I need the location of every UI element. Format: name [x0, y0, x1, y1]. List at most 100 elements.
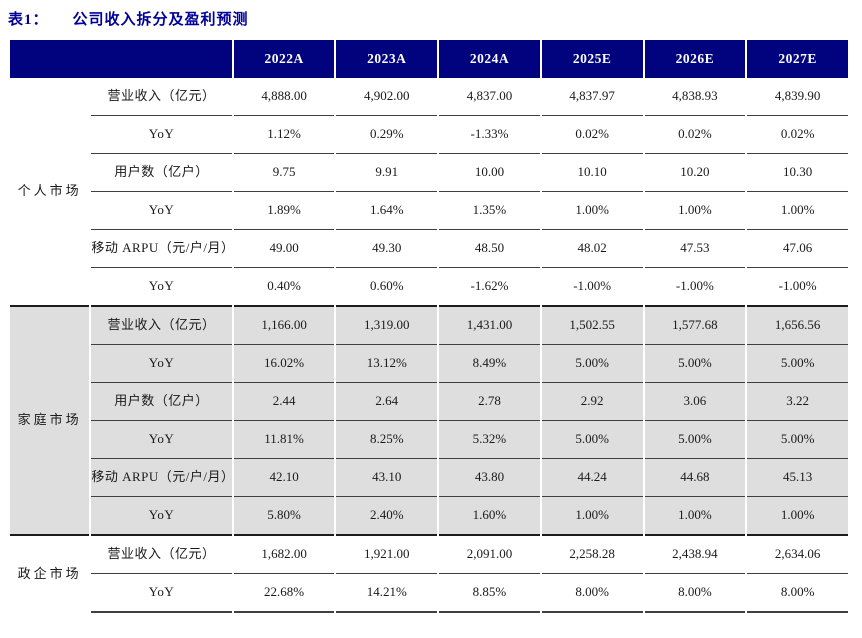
cell-value: 2.40% — [336, 496, 438, 534]
section-label-household: 家庭市场 — [10, 305, 90, 534]
metric-label: 用户数（亿户） — [91, 382, 232, 420]
cell-value: 0.40% — [233, 267, 335, 305]
cell-value: 48.50 — [439, 229, 540, 267]
cell-value: 48.02 — [541, 229, 643, 267]
cell-value: 4,838.93 — [672, 88, 718, 104]
cell-value: 1.60% — [439, 496, 540, 534]
cell-value: 1.35% — [439, 191, 540, 229]
cell-value: 1,682.00 — [233, 534, 335, 573]
cell-value: 22.68% — [233, 573, 335, 613]
cell-value: 11.81% — [233, 420, 335, 458]
cell-value: 1,166.00 — [233, 305, 335, 344]
cell-value: 1,319.00 — [336, 305, 438, 344]
metric-label: 用户数（亿户） — [91, 153, 232, 191]
cell-value: 1.89% — [233, 191, 335, 229]
table-title-text: 公司收入拆分及盈利预测 — [72, 12, 249, 28]
cell-value: 9.75 — [233, 153, 335, 191]
table-row: YoY 1.12% 0.29% -1.33% 0.02% 0.02% 0.02% — [10, 115, 848, 153]
cell-value: 3.22 — [747, 382, 848, 420]
cell-value: 44.24 — [541, 458, 643, 496]
revenue-forecast-table: 2022A 2023A 2024A 2025E 2026E 2027E 个人市场 营业收入（… — [8, 40, 850, 613]
cell-value: 8.00% — [747, 573, 848, 613]
cell-value: 8.00% — [644, 573, 746, 613]
cell-value: 16.02% — [233, 344, 335, 382]
cell-value: 42.10 — [233, 458, 335, 496]
cell-value: 5.80% — [233, 496, 335, 534]
cell-value: 1,502.55 — [541, 305, 643, 344]
cell-value: 0.02% — [541, 115, 643, 153]
metric-label: 移动 ARPU（元/户/月） — [91, 229, 234, 267]
table-header: 2022A 2023A 2024A 2025E 2026E 2027E — [10, 40, 848, 78]
table-row: YoY 22.68% 14.21% 8.85% 8.00% 8.00% 8.00% — [10, 573, 848, 613]
cell-value: 43.10 — [336, 458, 438, 496]
cell-value: 1.00% — [644, 496, 746, 534]
table-row: YoY 11.81% 8.25% 5.32% 5.00% 5.00% 5.00% — [10, 420, 848, 458]
cell-value: 10.20 — [644, 153, 746, 191]
table-row: YoY 16.02% 13.12% 8.49% 5.00% 5.00% 5.00% — [10, 344, 848, 382]
cell-value: 1.64% — [336, 191, 438, 229]
cell-value: 13.12% — [336, 344, 438, 382]
table-title-label: 表1： — [8, 12, 49, 28]
table-row: 用户数（亿户） 2.44 2.64 2.78 2.92 3.06 3.22 — [10, 382, 848, 420]
cell-value: 47.53 — [644, 229, 746, 267]
metric-label: YoY — [91, 344, 232, 382]
cell-value: 8.25% — [336, 420, 438, 458]
cell-value: 0.02% — [747, 115, 848, 153]
metric-label: YoY — [91, 420, 232, 458]
cell-value: 49.00 — [233, 229, 335, 267]
cell-value: 1,431.00 — [439, 305, 540, 344]
cell-value: 5.00% — [541, 344, 643, 382]
cell-value: 1.00% — [541, 191, 643, 229]
cell-value: 5.00% — [644, 344, 746, 382]
cell-value: 1.00% — [541, 496, 643, 534]
cell-value: 10.00 — [439, 153, 540, 191]
cell-value: 4,888.00 — [261, 88, 307, 104]
column-header-2026E: 2026E — [644, 40, 746, 78]
cell-value: 14.21% — [336, 573, 438, 613]
header-row: 2022A 2023A 2024A 2025E 2026E 2027E — [10, 40, 848, 78]
cell-value: -1.33% — [439, 115, 540, 153]
cell-value: 4,839.90 — [774, 88, 821, 104]
cell-value: 45.13 — [747, 458, 848, 496]
metric-label: YoY — [91, 115, 232, 153]
cell-value: 2.78 — [439, 382, 540, 420]
table-row: 移动 ARPU（元/户/月） 42.10 43.10 43.80 44.24 44.68 4… — [10, 458, 848, 496]
cell-value: 1,921.00 — [336, 534, 438, 573]
cell-value: 1.00% — [747, 191, 848, 229]
cell-value: 5.32% — [439, 420, 540, 458]
cell-value: 2,258.28 — [541, 534, 643, 573]
cell-value: 2,634.06 — [747, 534, 848, 573]
cell-value: 5.00% — [541, 420, 643, 458]
table-title: 表1： 公司收入拆分及盈利预测 — [8, 8, 854, 29]
cell-value: 0.60% — [336, 267, 438, 305]
cell-value: 4,837.97 — [569, 88, 615, 104]
table-body: 个人市场 营业收入（亿元） 4,888.00 4,902.00 4,837.00 4,83… — [10, 78, 848, 613]
table-row: 移动 ARPU（元/户/月） 49.00 49.30 48.50 48.02 47.53 4… — [10, 229, 848, 267]
cell-value: 2,091.00 — [439, 534, 540, 573]
metric-label: YoY — [91, 267, 232, 305]
cell-value: 2.64 — [336, 382, 438, 420]
cell-value: 8.85% — [439, 573, 540, 613]
metric-label: YoY — [91, 573, 232, 613]
column-header-2025E: 2025E — [541, 40, 643, 78]
cell-value: 5.00% — [644, 420, 746, 458]
cell-value: -1.00% — [541, 267, 643, 305]
table-row: 政企市场 营业收入（亿元） 1,682.00 1,921.00 2,091.00 2,25… — [10, 534, 848, 581]
cell-value: 2.92 — [541, 382, 643, 420]
metric-label: 营业收入（亿元） — [91, 305, 232, 344]
column-header-2024A: 2024A — [439, 40, 540, 78]
cell-value: 1,577.68 — [644, 305, 746, 344]
cell-value: -1.62% — [439, 267, 540, 305]
cell-value: -1.00% — [747, 267, 848, 305]
cell-value: 1.00% — [644, 191, 746, 229]
cell-value: 8.49% — [439, 344, 540, 382]
cell-value: 8.00% — [541, 573, 643, 613]
column-header-2022A: 2022A — [233, 40, 335, 78]
cell-value: -1.00% — [644, 267, 746, 305]
metric-label: 营业收入（亿元） — [91, 534, 232, 573]
cell-value: 2.44 — [233, 382, 335, 420]
cell-value: 44.68 — [644, 458, 746, 496]
header-corner-cell — [10, 40, 232, 78]
table-row: 家庭市场 营业收入（亿元） 1,166.00 1,319.00 1,431.00 1,50… — [10, 305, 848, 534]
table-row: YoY 1.89% 1.64% 1.35% 1.00% 1.00% 1.00% — [10, 191, 848, 229]
